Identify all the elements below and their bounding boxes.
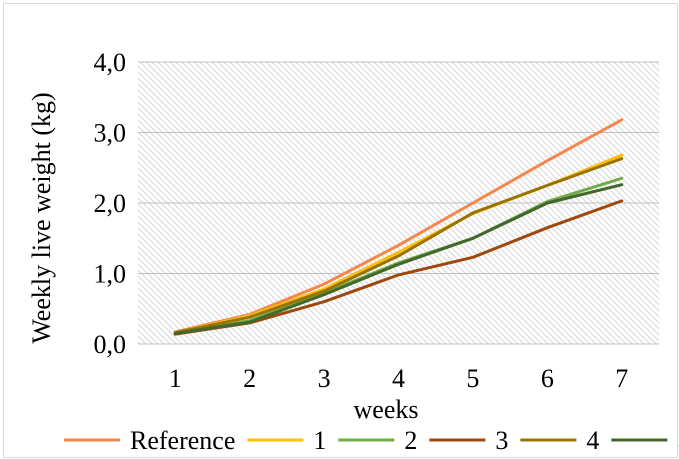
line-chart: 0,0 1,0 2,0 3,0 4,0 1 2 3 4 5 6 7 weeks Weekly liv…	[27, 48, 679, 455]
y-tick-label: 2,0	[94, 189, 127, 218]
series-line-5	[173, 183, 624, 335]
legend-label: Reference	[130, 426, 235, 455]
legend: Reference 1 2 3 4 5	[64, 426, 679, 455]
x-tick-label: 1	[169, 364, 182, 393]
legend-label: 5	[677, 426, 679, 455]
y-tick-label: 4,0	[94, 48, 127, 77]
x-tick-label: 7	[615, 364, 628, 393]
y-tick-label: 1,0	[94, 260, 127, 289]
x-tick-label: 4	[392, 364, 405, 393]
x-tick-label: 2	[243, 364, 256, 393]
x-tick-label: 5	[466, 364, 479, 393]
legend-label: 2	[404, 426, 417, 455]
legend-label: 1	[313, 426, 326, 455]
y-tick-label: 3,0	[94, 119, 127, 148]
x-axis-title: weeks	[354, 395, 419, 424]
x-tick-label: 3	[318, 364, 331, 393]
series-line-4	[173, 157, 624, 335]
x-tick-label: 6	[541, 364, 554, 393]
legend-label: 3	[495, 426, 508, 455]
y-tick-label: 0,0	[94, 330, 127, 359]
chart-frame: 0,0 1,0 2,0 3,0 4,0 1 2 3 4 5 6 7 weeks Weekly liv…	[3, 3, 679, 458]
y-axis-title: Weekly live weight (kg)	[27, 92, 56, 343]
legend-label: 4	[586, 426, 599, 455]
